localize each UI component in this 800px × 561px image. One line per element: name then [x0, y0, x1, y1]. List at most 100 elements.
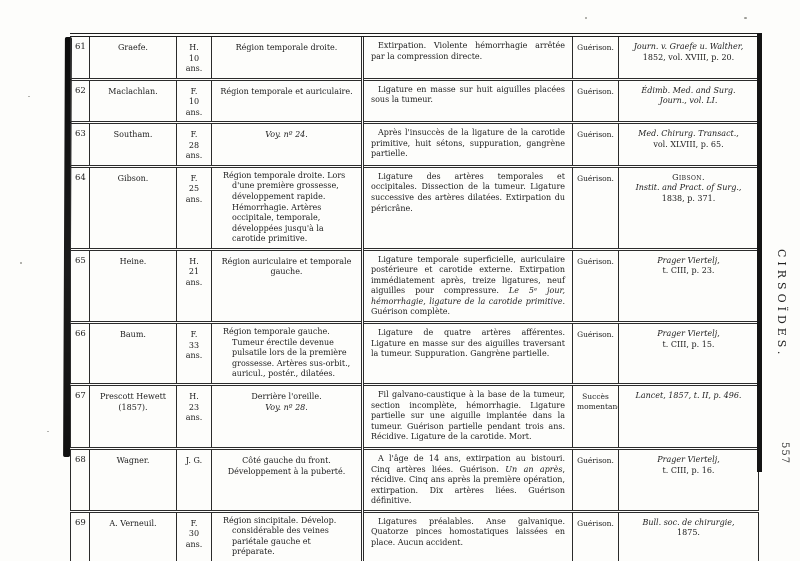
case-number-cell: 68: [70, 448, 90, 512]
observer-name-cell: Maclachlan.: [89, 79, 177, 123]
observer-name-cell: Prescott Hewett (1857).: [89, 384, 177, 449]
reference-cell: Gibson. Instit. and Pract. of Surg., 1838,…: [618, 166, 759, 250]
table-right-frame: [757, 33, 762, 472]
table-row-63: 63 Southam. F. 28 ans. Voy. nº 24. Après l'i…: [70, 122, 759, 167]
case-number-cell: 64: [70, 166, 90, 250]
outcome-cell: Guérison.: [572, 511, 619, 561]
operation-cell: Ligature en masse sur huit aiguilles pla…: [361, 79, 573, 123]
reference-line: t. CIII, p. 16.: [662, 465, 715, 475]
reference-line: Instit. and Pract. of Surg.,: [635, 183, 742, 193]
operation-text: Fil galvano-caustique à la base de la tu…: [368, 389, 568, 443]
operation-text: Ligature temporale superficielle, auricu…: [368, 254, 568, 318]
text-segment: Ligature des artères temporales et occip…: [371, 171, 565, 213]
reference-line: 1852, vol. XVIII, p. 20.: [642, 52, 735, 62]
scan-speck: [47, 431, 49, 432]
text-segment: Ligature en masse sur huit aiguilles pla…: [371, 84, 565, 105]
observer-name-cell: Gibson.: [89, 166, 177, 250]
operation-text: Après l'insuccès de la ligature de la ca…: [368, 127, 568, 160]
reference-line: Journ., vol. LI.: [659, 96, 718, 106]
operation-text: Ligature des artères temporales et occip…: [368, 171, 568, 214]
reference-line: Édimb. Med. and Surg.: [641, 85, 736, 95]
operation-text: Ligature en masse sur huit aiguilles pla…: [368, 84, 568, 106]
chapter-margin-label: CIRSOÏDES.: [775, 249, 788, 359]
sex-age-cell: F. 30 ans.: [176, 511, 212, 561]
text-segment: Côté gauche du front. Développement à la…: [227, 456, 346, 476]
table-row-61: 61 Graefe. H. 10 ans. Région temporale droi…: [70, 35, 759, 80]
operation-cell: Après l'insuccès de la ligature de la ca…: [361, 122, 573, 167]
table-row-64: 64 Gibson. F. 25 ans. Région temporale droi…: [70, 166, 759, 250]
text-segment: Région temporale gauche. Tumeur érectile…: [223, 327, 351, 379]
table-row-66: 66 Baum. F. 33 ans. Région temporale gauche…: [70, 322, 759, 385]
sex-age-cell: F. 10 ans.: [176, 79, 212, 123]
reference-line: t. CIII, p. 23.: [662, 266, 715, 276]
region-cell: Région auriculaire et temporale gauche.: [211, 249, 363, 323]
sex-age-cell: F. 25 ans.: [176, 166, 212, 250]
text-segment: Région temporale droite. Lors d'une prem…: [223, 170, 346, 244]
table-row-62: 62 Maclachlan. F. 10 ans. Région temporale …: [70, 79, 759, 123]
text-segment: Voy. nº 28.: [265, 402, 308, 412]
table-row-65: 65 Heine. H. 21 ans. Région auriculaire et …: [70, 249, 759, 323]
text-segment: Région auriculaire et temporale gauche.: [221, 256, 352, 277]
reference-cell: Prager Viertelj, t. CIII, p. 23.: [618, 249, 759, 323]
region-text: Région temporale gauche. Tumeur érectile…: [216, 327, 357, 380]
outcome-cell: Guérison.: [572, 166, 619, 250]
region-cell: Derrière l'oreille. Voy. nº 28.: [211, 384, 363, 449]
outcome-cell: Guérison.: [572, 79, 619, 123]
operation-cell: Ligature des artères temporales et occip…: [361, 166, 573, 250]
observer-name-cell: Southam.: [89, 122, 177, 167]
sex-age-cell: J. G.: [176, 448, 212, 512]
cirsoid-cases-table: 61 Graefe. H. 10 ans. Région temporale droi…: [70, 33, 759, 561]
reference-cell: Bull. soc. de chirurgie, 1875.: [618, 511, 759, 561]
table-body: 61 Graefe. H. 10 ans. Région temporale droi…: [70, 35, 759, 561]
scanned-page: 61 Graefe. H. 10 ans. Région temporale droi…: [20, 17, 790, 561]
case-number-cell: 67: [70, 384, 90, 449]
region-text: Voy. nº 24.: [216, 127, 357, 141]
reference-line: Gibson.: [672, 172, 705, 182]
region-cell: Voy. nº 24.: [211, 122, 363, 167]
operation-text: Extirpation. Violente hémorrhagie arrêté…: [368, 40, 568, 62]
region-text: Région temporale droite. Lors d'une prem…: [216, 171, 357, 245]
text-segment: Voy. nº 24.: [265, 130, 308, 140]
reference-cell: Med. Chirurg. Transact., vol. XLVIII, p. …: [618, 122, 759, 167]
reference-line: Prager Viertelj,: [657, 255, 720, 265]
table-row-67: 67 Prescott Hewett (1857). H. 23 ans. Derri…: [70, 384, 759, 449]
scan-speck: [28, 96, 30, 97]
region-text: Région sincipitale. Dévelop. considérabl…: [216, 516, 357, 558]
reference-cell: Édimb. Med. and Surg. Journ., vol. LI.: [618, 79, 759, 123]
operation-text: Ligature de quatre artères afférentes. L…: [368, 327, 568, 360]
region-text: Région auriculaire et temporale gauche.: [216, 254, 357, 278]
text-segment: Après l'insuccès de la ligature de la ca…: [371, 128, 565, 159]
scan-speck: [744, 17, 747, 19]
sex-age-cell: H. 10 ans.: [176, 35, 212, 80]
operation-text: Ligatures préalables. Anse galvanique. Q…: [368, 516, 568, 549]
outcome-cell: Succès momentané.: [572, 384, 619, 449]
reference-line: 1838, p. 371.: [661, 194, 716, 204]
scan-speck: [20, 262, 22, 264]
text-segment: Ligatures préalables. Anse galvanique. Q…: [371, 516, 565, 547]
table-row-68: 68 Wagner. J. G. Côté gauche du front. Déve…: [70, 448, 759, 512]
operation-cell: Ligatures préalables. Anse galvanique. Q…: [361, 511, 573, 561]
case-number-cell: 63: [70, 122, 90, 167]
text-segment: Le 5ᵉ jour, hémorrhagie, ligature de la …: [371, 286, 565, 306]
region-cell: Région temporale droite. Lors d'une prem…: [211, 166, 363, 250]
observer-name-cell: Graefe.: [89, 35, 177, 80]
case-number-cell: 69: [70, 511, 90, 561]
reference-line: vol. XLVIII, p. 65.: [653, 139, 724, 149]
operation-cell: Ligature temporale superficielle, auricu…: [361, 249, 573, 323]
case-number-cell: 61: [70, 35, 90, 80]
reference-line: Bull. soc. de chirurgie,: [642, 517, 735, 527]
reference-line: Prager Viertelj,: [657, 329, 720, 339]
sex-age-cell: F. 28 ans.: [176, 122, 212, 167]
sex-age-cell: H. 23 ans.: [176, 384, 212, 449]
observer-name-cell: Baum.: [89, 322, 177, 385]
text-segment: Derrière l'oreille.: [251, 392, 322, 402]
operation-cell: A l'âge de 14 ans, extirpation au bistou…: [361, 448, 573, 512]
text-segment: Ligature temporale superficielle, auricu…: [371, 254, 565, 296]
outcome-cell: Guérison.: [572, 122, 619, 167]
text-segment: Guérison complète.: [371, 307, 451, 317]
region-cell: Côté gauche du front. Développement à la…: [211, 448, 363, 512]
reference-line: Prager Viertelj,: [657, 455, 720, 465]
region-cell: Région temporale droite.: [211, 35, 363, 80]
region-text: Côté gauche du front. Développement à la…: [216, 453, 357, 477]
reference-line: t. CIII, p. 15.: [662, 339, 715, 349]
